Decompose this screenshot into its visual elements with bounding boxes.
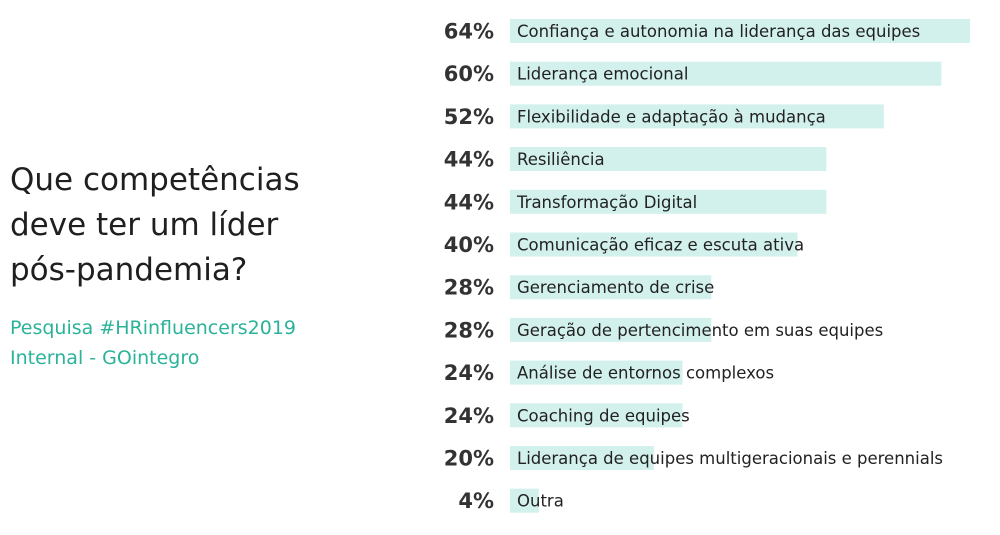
bar <box>510 317 712 342</box>
value-label: 20% <box>444 447 494 471</box>
bar <box>510 403 683 428</box>
category-label: Liderança emocional <box>517 65 688 84</box>
value-label: 28% <box>444 318 494 342</box>
bar <box>510 488 539 513</box>
bar <box>510 360 683 385</box>
value-label: 60% <box>444 62 494 86</box>
bar <box>510 19 970 43</box>
category-label: Gerenciamento de crise <box>517 278 714 297</box>
value-label: 24% <box>444 404 494 428</box>
category-label: Transformação Digital <box>516 193 697 212</box>
bar <box>510 275 712 300</box>
bar <box>510 189 827 214</box>
value-label: 44% <box>444 148 494 172</box>
category-label: Confiança e autonomia na liderança das e… <box>517 22 920 41</box>
category-label: Flexibilidade e adaptação à mudança <box>517 107 826 126</box>
value-label: 52% <box>444 105 494 129</box>
value-label: 44% <box>444 190 494 214</box>
value-label: 28% <box>444 276 494 300</box>
category-label: Coaching de equipes <box>517 406 690 425</box>
bar <box>510 147 827 172</box>
category-label: Geração de pertencimento em suas equipes <box>517 321 883 340</box>
value-label: 40% <box>444 233 494 257</box>
bar <box>510 446 654 470</box>
category-label: Outra <box>517 492 564 511</box>
value-label: 24% <box>444 361 494 385</box>
value-label: 4% <box>458 489 494 513</box>
bar <box>510 232 798 257</box>
bar <box>510 61 942 86</box>
category-label: Comunicação eficaz e escuta ativa <box>517 236 804 255</box>
category-label: Liderança de equipes multigeracionais e … <box>517 449 943 468</box>
value-label: 64% <box>444 20 494 44</box>
bar <box>510 104 884 129</box>
chart-subtitle: Pesquisa #HRinfluencers2019 Internal - G… <box>10 317 297 369</box>
chart-title: Que competências deve ter um líder pós-p… <box>10 162 300 288</box>
category-label: Resiliência <box>517 150 605 169</box>
category-label: Análise de entornos complexos <box>517 364 774 383</box>
